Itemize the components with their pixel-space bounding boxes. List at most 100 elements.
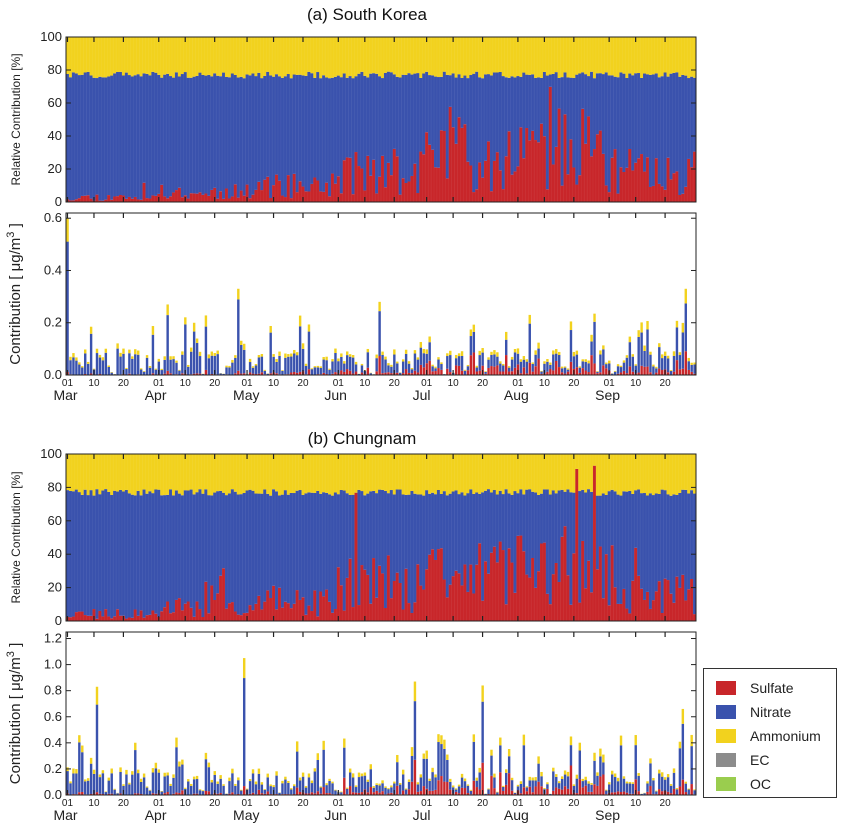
bar-nitrate	[163, 74, 167, 197]
bar-ammonium	[277, 454, 282, 496]
bar-ammonium	[175, 360, 178, 363]
bar-sulfate	[428, 144, 432, 202]
bar-sulfate	[207, 613, 211, 621]
bar-nitrate	[672, 72, 676, 174]
bar-sulfate	[451, 127, 455, 202]
bar-sulfate	[292, 603, 296, 621]
bar-nitrate	[545, 75, 550, 190]
bar-nitrate	[360, 776, 364, 793]
bar-nitrate	[366, 781, 370, 793]
bar-nitrate	[86, 363, 90, 375]
bar-nitrate	[142, 371, 146, 375]
bar-ammonium	[678, 454, 682, 493]
bar-sulfate	[174, 190, 179, 202]
bar-sulfate	[440, 369, 443, 375]
bar-nitrate	[116, 491, 120, 610]
bar-sulfate	[431, 371, 434, 375]
bar-nitrate	[287, 356, 290, 375]
bar-ammonium	[510, 37, 514, 77]
bar-sulfate	[675, 576, 679, 621]
bar-ammonium	[648, 37, 653, 75]
bar-nitrate	[192, 76, 196, 194]
bar-sulfate	[269, 197, 273, 202]
bar-ammonium	[425, 37, 429, 72]
bar-sulfate	[366, 367, 370, 375]
bar-sulfate	[690, 578, 694, 621]
bar-ammonium	[301, 772, 305, 777]
bar-ammonium	[286, 37, 291, 75]
bar-sulfate	[681, 193, 685, 202]
bar-ammonium	[289, 454, 293, 493]
bar-nitrate	[454, 77, 458, 144]
bar-nitrate	[401, 774, 405, 791]
bar-nitrate	[572, 785, 576, 793]
bar-ammonium	[590, 783, 593, 785]
bar-nitrate	[195, 492, 199, 602]
bar-sulfate	[519, 373, 523, 375]
bar-nitrate	[637, 775, 640, 792]
bar-sulfate	[590, 355, 593, 375]
bar-nitrate	[384, 787, 387, 795]
bar-nitrate	[637, 73, 641, 159]
bar-sulfate	[489, 552, 494, 621]
bar-nitrate	[445, 74, 450, 179]
bar-sulfate	[522, 551, 526, 621]
bar-nitrate	[213, 492, 217, 600]
bar-ammonium	[534, 350, 537, 355]
bar-ammonium	[325, 783, 328, 786]
bar-ammonium	[240, 789, 243, 791]
bar-ammonium	[687, 454, 691, 494]
bar-ammonium	[608, 782, 611, 785]
x-day-label: 01	[512, 798, 524, 809]
bar-sulfate	[475, 787, 478, 795]
bar-ammonium	[404, 454, 408, 495]
bar-nitrate	[555, 353, 558, 361]
bar-sulfate	[396, 785, 399, 795]
bar-sulfate	[404, 183, 408, 202]
bar-sulfate	[539, 543, 544, 621]
bar-nitrate	[242, 492, 246, 614]
bar-sulfate	[110, 793, 113, 795]
bar-sulfate	[227, 198, 232, 202]
bar-sulfate	[195, 373, 199, 375]
bar-ammonium	[269, 325, 272, 333]
bar-ammonium	[284, 776, 287, 780]
bar-nitrate	[336, 75, 341, 177]
bar-sulfate	[398, 194, 402, 202]
bar-sulfate	[381, 155, 385, 202]
bar-sulfate	[242, 373, 246, 375]
bar-nitrate	[437, 359, 440, 369]
bar-nitrate	[431, 366, 434, 372]
bar-ammonium	[537, 756, 540, 764]
bar-sulfate	[395, 156, 399, 202]
bar-ammonium	[275, 358, 278, 362]
bar-sulfate	[401, 790, 405, 795]
bar-ammonium	[625, 37, 629, 78]
bar-ammonium	[151, 454, 155, 494]
bar-nitrate	[236, 77, 240, 198]
bar-sulfate	[124, 618, 129, 621]
bar-ammonium	[584, 37, 588, 75]
bar-nitrate	[130, 494, 135, 618]
bar-sulfate	[457, 573, 461, 621]
bar-sulfate	[148, 198, 152, 202]
bar-ammonium	[184, 787, 187, 789]
bar-ammonium	[595, 454, 600, 496]
bar-nitrate	[254, 784, 258, 795]
x-month-label: Apr	[145, 387, 167, 403]
bar-ammonium	[678, 352, 682, 356]
bar-ammonium	[263, 454, 267, 490]
bar-nitrate	[457, 356, 461, 366]
bar-ammonium	[187, 779, 190, 782]
bar-sulfate	[513, 367, 517, 375]
bar-ammonium	[157, 769, 161, 773]
bar-sulfate	[487, 367, 490, 375]
bar-ammonium	[354, 785, 358, 788]
bar-nitrate	[245, 74, 249, 185]
bar-nitrate	[393, 783, 396, 794]
bar-ammonium	[287, 780, 290, 783]
bar-nitrate	[69, 360, 72, 375]
bar-sulfate	[127, 617, 132, 621]
bar-sulfate	[651, 185, 656, 202]
bar-nitrate	[95, 489, 99, 619]
